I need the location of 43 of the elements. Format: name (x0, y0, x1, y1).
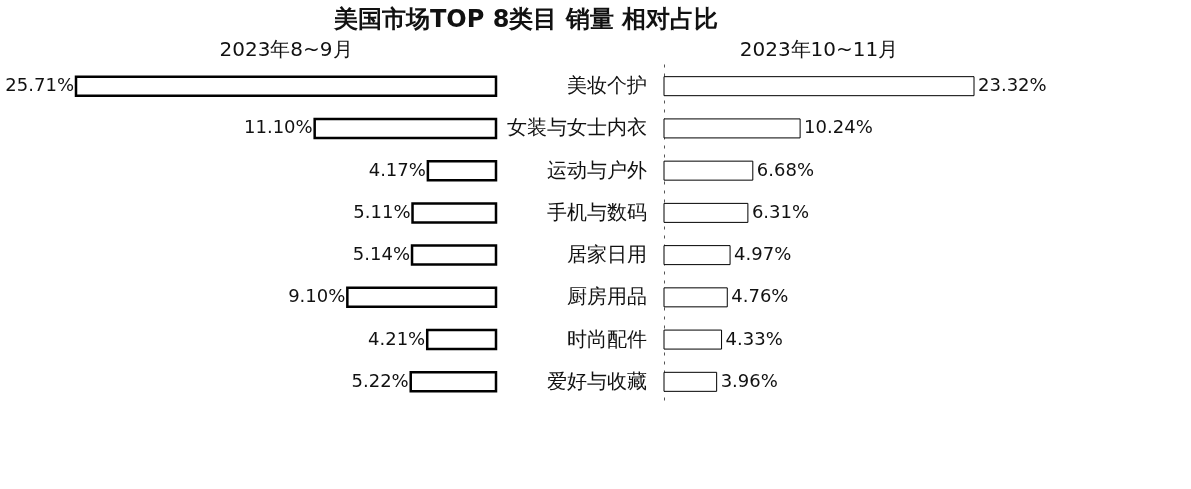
data-label: 6.68% (756, 158, 814, 180)
bar (411, 202, 498, 224)
data-label: 4.97% (734, 243, 792, 265)
y-tick-label: 运动与户外 (546, 157, 647, 182)
data-label: 23.32% (978, 74, 1047, 96)
chart-title: 美国市场TOP 8类目 销量 相对占比 (332, 5, 719, 33)
bar (663, 202, 749, 223)
bar (409, 371, 498, 393)
bar (663, 287, 728, 308)
chart-title: 2023年10~11月 (739, 37, 899, 61)
data-label: 25.71% (5, 74, 74, 96)
data-label: 5.22% (351, 369, 409, 391)
bar (663, 329, 723, 350)
data-label: 5.11% (353, 200, 411, 222)
bar (410, 244, 498, 266)
chart-subtitle: 2023年8~9月 (219, 37, 353, 61)
data-label: 4.17% (368, 158, 426, 180)
data-label: 11.10% (244, 116, 313, 138)
bar (313, 117, 498, 140)
bar (663, 160, 754, 181)
y-tick-label: 时尚配件 (566, 326, 647, 351)
bar (74, 75, 498, 97)
data-label: 3.96% (720, 369, 778, 391)
bar (346, 286, 498, 309)
data-label: 9.10% (288, 285, 346, 307)
data-label: 5.14% (352, 243, 411, 265)
data-label: 4.33% (725, 327, 783, 349)
bar (425, 328, 498, 351)
y-tick-label: 手机与数码 (546, 199, 647, 224)
y-tick-label: 女装与女士内衣 (506, 115, 647, 140)
data-label: 6.31% (751, 200, 810, 222)
y-tick-label: 居家日用 (566, 242, 647, 267)
data-label: 4.21% (368, 327, 426, 349)
bar (663, 76, 975, 97)
bar (663, 371, 718, 392)
bar (663, 118, 801, 139)
y-tick-label: 厨房用品 (566, 284, 647, 309)
y-tick-label: 美妆个护 (566, 73, 647, 98)
y-tick-label: 爱好与收藏 (546, 368, 647, 393)
data-label: 4.76% (731, 285, 789, 307)
bar (426, 159, 498, 182)
bar (663, 245, 731, 266)
data-label: 10.24% (804, 116, 873, 138)
